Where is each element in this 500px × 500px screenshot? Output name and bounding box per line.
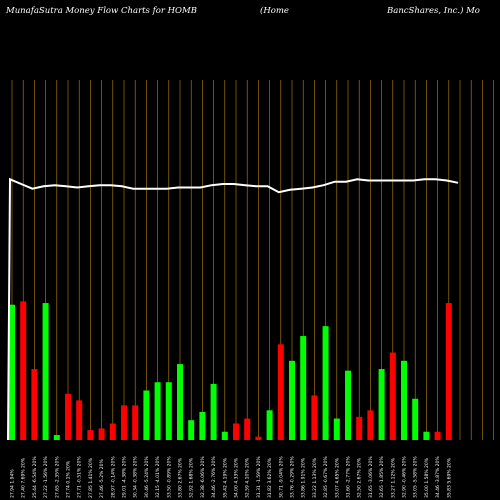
x-tick-label: 27.46 -5.2% 20% [99,458,105,498]
x-tick-label: 33.05 -5.58% 20% [413,456,419,498]
x-tick-label: 32.15 -4.01% 20% [155,456,161,498]
x-tick-label: 30.46 -5.24% 20% [144,456,150,498]
volume-bar [42,303,49,440]
x-tick-label: 27.85 1.41% 20% [88,457,94,498]
volume-bar [389,352,396,440]
x-tick-label: 33.50 -0.89% 20% [166,456,172,498]
title-part-3: BancShares, Inc.) Mo [387,6,480,16]
volume-bar [345,370,351,440]
volume-bar [266,410,273,440]
x-tick-label: 34.46 -2.76% 20% [211,456,217,498]
x-tick-label: 34.46 -3.87% 20% [435,456,441,498]
volume-bar [177,364,183,440]
volume-bar [356,416,363,440]
x-tick-label: 32.92 1.68% 20% [189,457,195,498]
x-tick-label: 34.00 4.33% 20% [234,457,240,498]
x-tick-label: 32.59 4.10% 20% [245,457,251,498]
volume-bar [289,360,295,440]
x-tick-label: 32.50 2.67% 20% [357,457,363,498]
volume-bar [445,303,452,440]
x-tick-label: 27.40 7.69% 20% [21,457,27,498]
x-tick-label: 32.90 -0.46% 20% [402,456,408,498]
volume-bar [31,369,38,440]
x-tick-label: 27.94 1.94% [10,469,16,498]
x-tick-label: 33.27 1.12% 20% [390,457,396,498]
x-tick-label: 31.31 -1.59% 20% [256,456,262,498]
x-tick-label: 33.80 2.67% 20% [178,457,184,498]
volume-bar [98,428,105,440]
volume-bar [210,383,217,440]
volume-bar [20,301,27,440]
volume-bar [255,436,262,440]
x-tick-label: 28.97 -0.14% 20% [110,456,116,498]
x-tick-label: 27.71 -0.51% 20% [77,456,83,498]
x-tick-label: 27.74 0.1% 20% [66,460,72,498]
x-tick-label: 25.44 -6.54% 20% [32,456,38,498]
x-tick-label: 30.34 -0.38% 20% [133,456,139,498]
volume-bars [9,301,452,440]
volume-bar [154,382,161,440]
volume-bar [367,410,374,440]
x-tick-label: 31.60 -2.77% 20% [346,456,352,498]
volume-bar [311,395,318,440]
volume-bar [165,382,172,440]
x-tick-label: 29.01 -4.38% 20% [122,456,128,498]
volume-bar [244,418,251,440]
volume-bar [434,431,441,440]
volume-bar [65,393,71,440]
volume-bar [76,400,83,440]
volume-bar [423,431,430,440]
volume-bar [221,431,228,440]
volume-bar [199,411,206,440]
volume-bar [412,398,419,440]
grid-lines [11,80,494,440]
volume-bar [9,304,15,440]
volume-bar [87,430,94,440]
x-tick-label: 35.42 4.19% 20% [222,457,228,498]
x-tick-label: 27.65 -2.35% 20% [54,456,60,498]
volume-bar [378,369,385,440]
x-tick-label: 33.86 1.91% 20% [301,457,307,498]
x-tick-label: 30.71 -9.04% 20% [278,456,284,498]
x-tick-label: 27.22 -1.56% 20% [43,456,49,498]
title-part-2: (Home [260,6,289,16]
volume-bar [333,418,340,440]
volume-bar [188,420,195,440]
x-tick-label: 33.22 1.13% 20% [312,457,318,498]
volume-bar [401,360,407,440]
volume-bar [132,405,139,440]
x-tick-label: 32.65 -1.85% 20% [379,456,385,498]
volume-bar [143,390,150,440]
volume-bar [233,423,239,440]
x-tick-label: 35.83 5.69% 20% [446,457,452,498]
title-part-1: MunafaSutra Money Flow Charts for HOMB [6,6,197,16]
x-tick-label: 31.65 -3.06% 20% [368,456,374,498]
x-tick-label: 31.82 3.62% 20% [267,457,273,498]
volume-bar [121,405,127,440]
volume-bar [277,344,284,440]
price-line-group [7,177,459,441]
x-tick-label: 33.07 4.65% 20% [334,457,340,498]
x-tick-labels: 27.94 1.94% 27.40 7.69% 20% 25.44 -6.54% 2… [10,456,453,498]
x-tick-label: 32.85 -0.67% 20% [323,456,329,498]
x-tick-label: 35.00 1.58% 20% [424,457,430,498]
volume-bar [109,423,116,440]
chart-title: MunafaSutra Money Flow Charts for HOMB (… [0,6,500,20]
volume-bar [300,336,307,440]
x-tick-label: 33.76 -0.29% 20% [290,456,296,498]
price-line [7,177,459,441]
volume-bar [53,435,60,440]
volume-bar [322,326,329,440]
x-tick-label: 32.38 -6.06% 20% [200,456,206,498]
